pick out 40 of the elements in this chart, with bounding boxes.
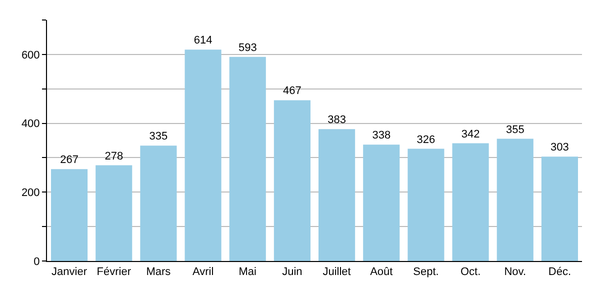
data-label: 303 [550,142,569,154]
data-label: 355 [506,124,524,136]
x-tick-label: Déc. [548,266,572,278]
x-tick-label: Oct. [460,266,481,278]
bar [318,129,356,261]
bar [363,144,400,261]
bar [184,50,222,261]
bar [541,156,578,261]
x-tick-label: Juillet [322,266,351,278]
x-tick-label: Mai [238,266,256,278]
y-tick-label: 0 [34,256,40,268]
x-tick-label: Août [370,266,393,278]
x-tick-label: Janvier [52,266,88,278]
x-tick-label: Juin [282,266,302,278]
y-tick-label: 400 [21,118,40,130]
bar [408,148,444,261]
bar [452,143,489,261]
data-label: 267 [60,154,78,166]
x-tick-label: Nov. [504,266,526,278]
data-label: 338 [372,130,391,142]
data-label: 383 [328,114,346,126]
bar [51,169,88,261]
bar [274,100,310,261]
bar [496,138,534,261]
data-label: 614 [194,34,212,47]
data-label: 467 [283,85,302,98]
y-tick-label: 600 [21,49,40,62]
bar [140,146,177,261]
x-tick-label: Mars [146,266,172,278]
x-tick-label: Février [96,266,132,278]
x-tick-label: Sept. [413,266,439,278]
data-label: 593 [238,42,257,54]
x-tick-label: Avril [192,266,214,278]
data-label: 278 [104,150,124,162]
data-label: 335 [149,130,168,143]
y-tick-label: 200 [21,186,40,199]
data-label: 342 [461,128,480,140]
data-label: 326 [416,134,436,146]
bar [229,56,266,261]
bar [96,165,132,261]
